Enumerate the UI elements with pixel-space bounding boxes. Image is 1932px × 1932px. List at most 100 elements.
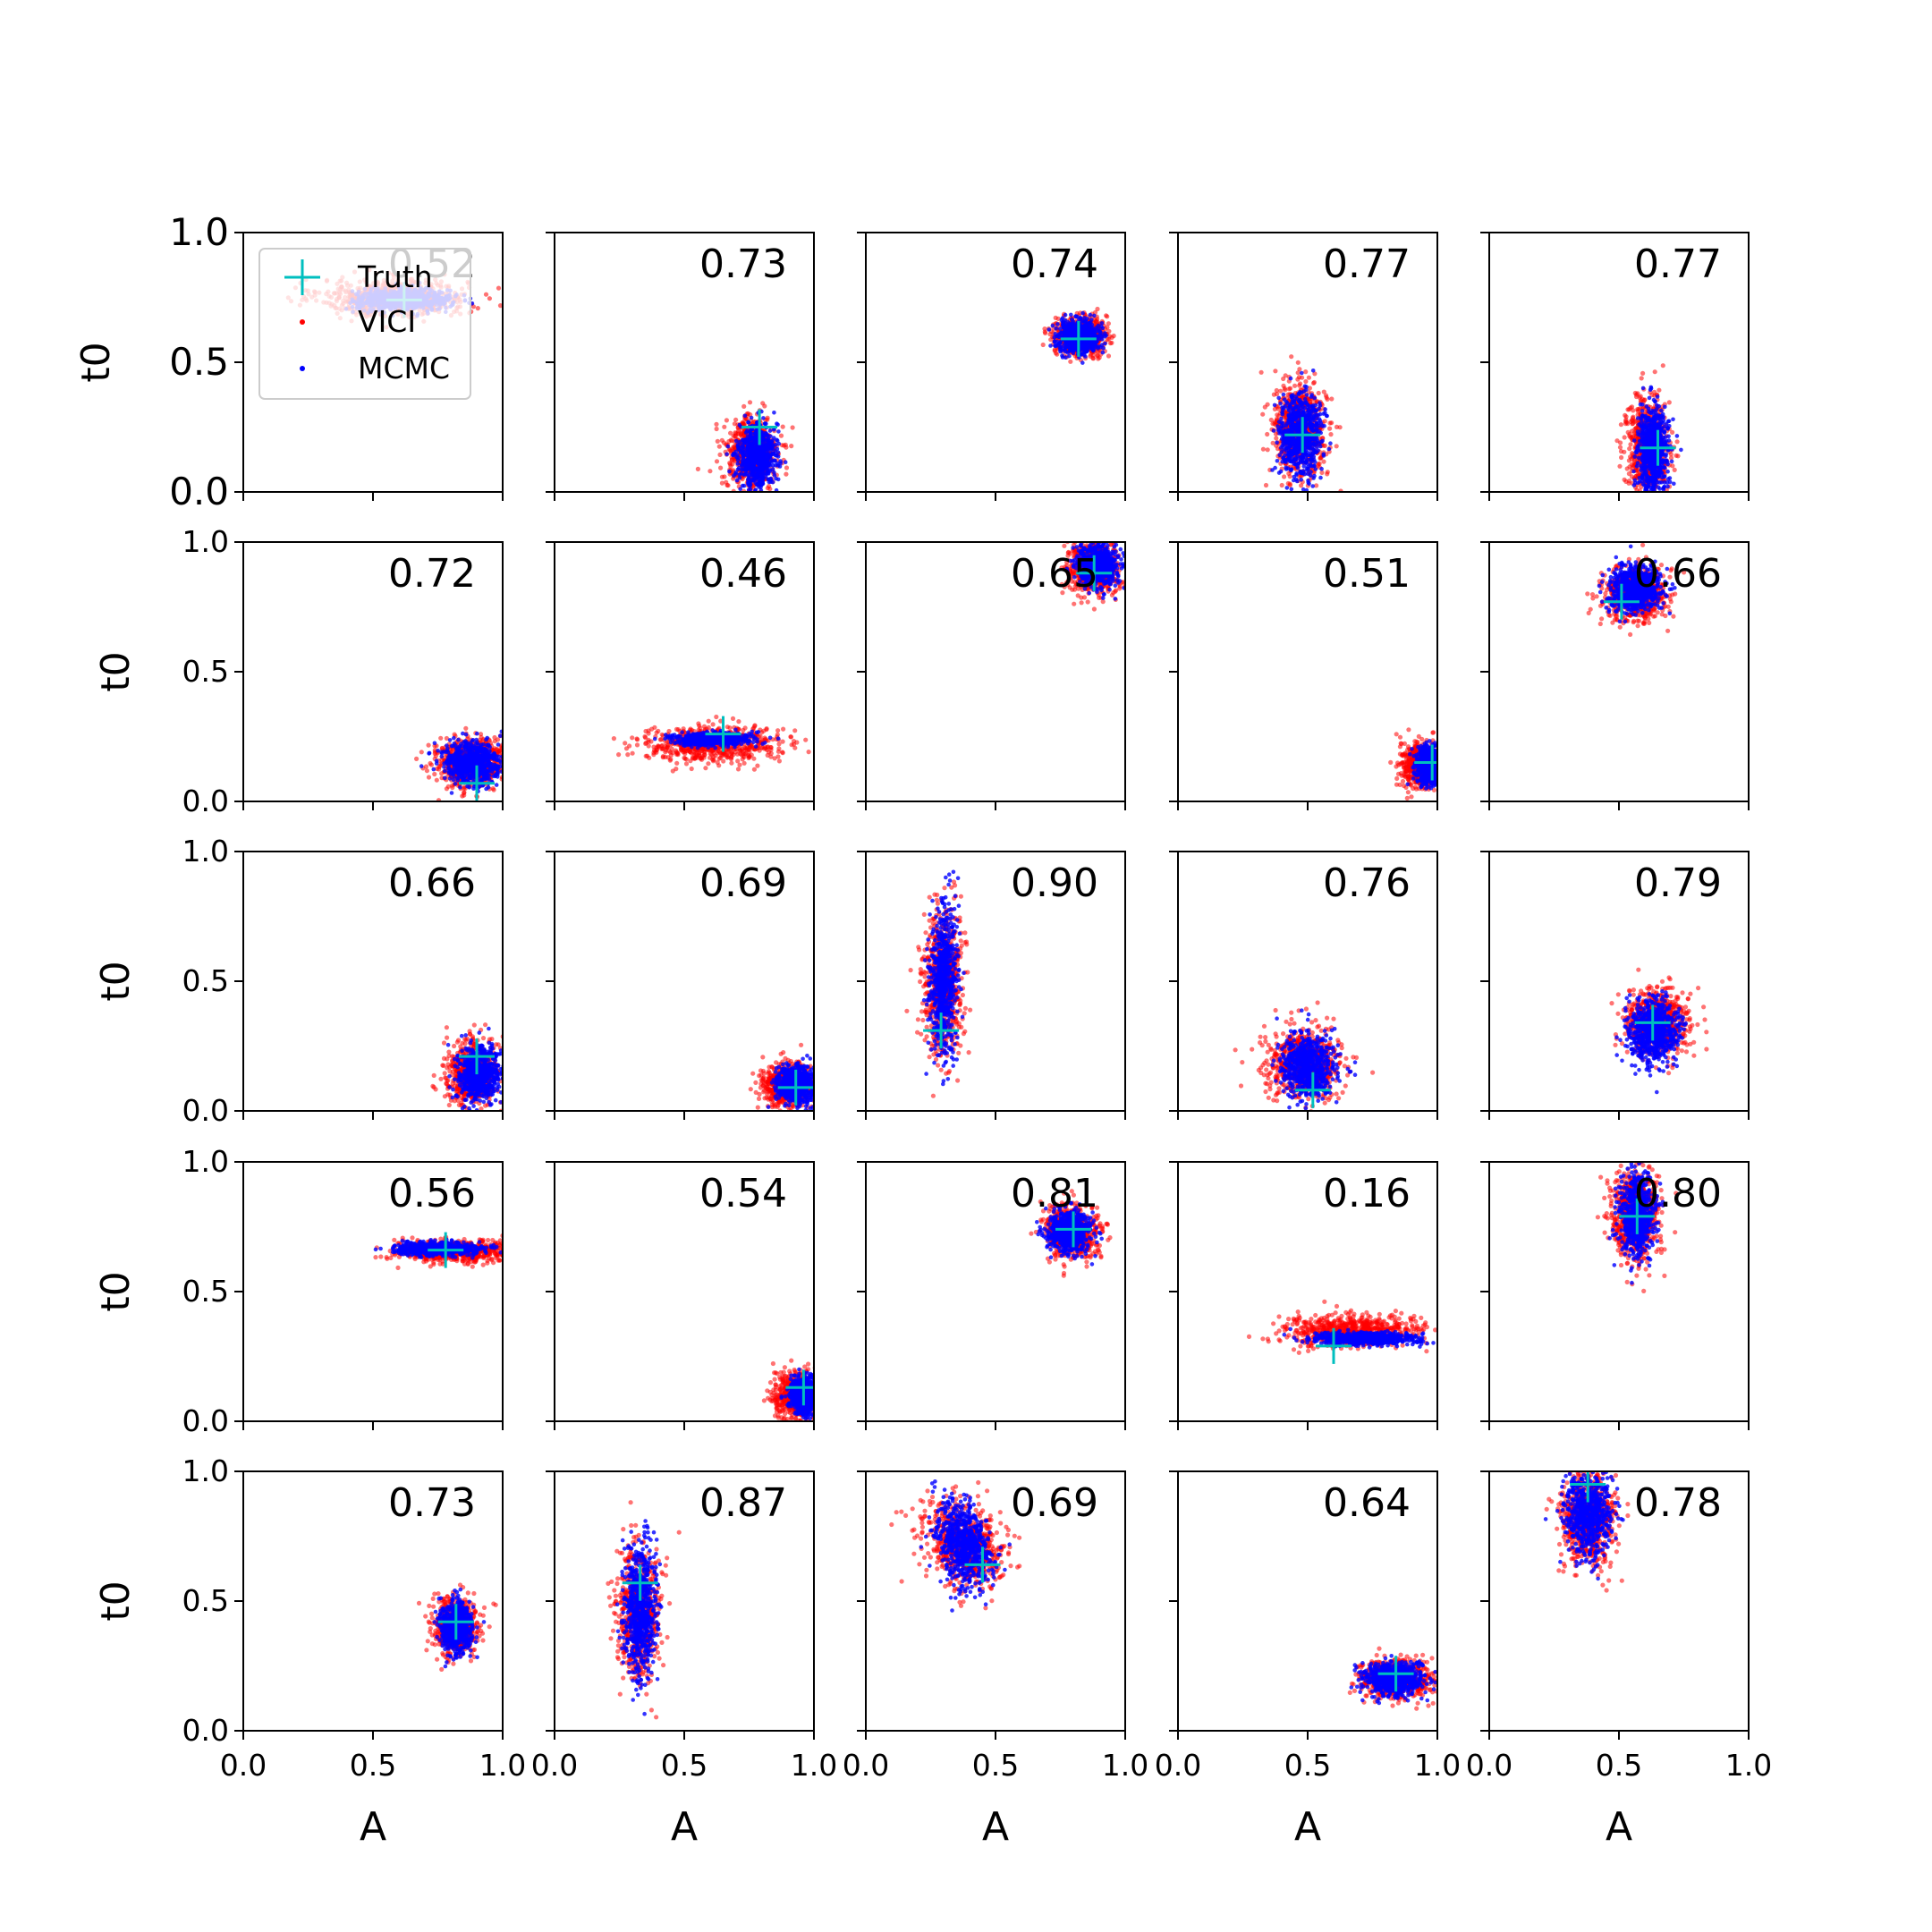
mcmc-point	[750, 445, 754, 450]
vici-point	[1109, 340, 1114, 345]
vici-point	[716, 444, 722, 449]
vici-point	[741, 403, 747, 409]
mcmc-point	[1053, 343, 1058, 349]
truth-marker	[1060, 320, 1097, 357]
vici-point	[731, 493, 735, 497]
mcmc-point	[772, 428, 776, 432]
vici-point	[784, 471, 789, 477]
vici-point	[1295, 360, 1301, 365]
mcmc-point	[1089, 328, 1095, 334]
scatter-area	[1258, 354, 1343, 492]
mcmc-point	[742, 462, 747, 466]
mcmc-point	[1072, 348, 1076, 353]
vici-point	[784, 465, 790, 470]
mcmc-point	[1088, 339, 1093, 344]
mcmc-point	[774, 487, 779, 492]
vici-point	[767, 483, 772, 489]
mcmc-point	[748, 458, 753, 463]
vici-point	[745, 495, 750, 499]
mcmc-point	[737, 476, 742, 480]
vici-point	[508, 288, 513, 292]
mcmc-point	[742, 450, 748, 454]
mcmc-point	[1063, 312, 1068, 318]
mcmc-point	[745, 445, 750, 450]
mcmc-point	[770, 442, 775, 447]
mcmc-point	[764, 458, 769, 463]
vici-point	[789, 444, 794, 449]
mcmc-point	[1055, 322, 1060, 326]
vici-point	[735, 496, 740, 501]
mcmc-point	[1069, 312, 1073, 318]
vici-point	[1258, 369, 1264, 375]
mcmc-point	[1066, 330, 1071, 335]
mcmc-point	[1081, 352, 1087, 358]
mcmc-point	[745, 461, 750, 465]
mcmc-point	[1067, 353, 1072, 359]
mcmc-point	[755, 481, 760, 487]
y-tick-label: 0.5	[169, 340, 229, 384]
vici-point	[1106, 336, 1112, 342]
vici-point	[740, 434, 745, 439]
vici-point	[722, 424, 727, 429]
mcmc-point	[1061, 324, 1066, 329]
mcmc-point	[1048, 343, 1053, 348]
vici-point	[1105, 314, 1110, 319]
mcmc-point	[742, 437, 748, 443]
vici-point	[1275, 404, 1281, 410]
mcmc-point	[1080, 360, 1085, 365]
mcmc-point	[744, 441, 750, 446]
mcmc-point	[1063, 349, 1068, 354]
vici-point	[1289, 354, 1294, 360]
vici-point	[1285, 392, 1291, 397]
mcmc-point	[741, 456, 746, 462]
vici-point	[1055, 352, 1060, 357]
vici-point	[1106, 321, 1111, 326]
mcmc-point	[741, 483, 747, 488]
mcmc-point	[755, 419, 759, 425]
mcmc-point	[1072, 323, 1077, 328]
vici-point	[1295, 370, 1301, 376]
vici-point	[1274, 387, 1279, 394]
mcmc-point	[747, 449, 752, 453]
vici-point	[1321, 389, 1326, 394]
vici-point	[733, 417, 739, 422]
truth-marker	[741, 409, 778, 445]
mcmc-point	[1090, 344, 1096, 349]
vici-point	[1314, 483, 1319, 488]
vici-point	[1327, 426, 1333, 431]
mcmc-point	[775, 446, 780, 452]
vici-point	[1263, 482, 1269, 488]
mcmc-point	[1089, 324, 1093, 328]
vici-point	[778, 433, 784, 438]
mcmc-point	[1055, 334, 1059, 339]
vici-point	[1043, 330, 1048, 335]
mcmc-point	[1080, 319, 1084, 325]
mcmc-point	[775, 450, 781, 455]
mcmc-point	[1300, 370, 1304, 376]
mcmc-point	[772, 411, 776, 415]
mcmc-point	[1061, 346, 1066, 352]
y-axis-label: t0	[73, 342, 119, 382]
vici-point	[719, 480, 725, 486]
vici-point	[1092, 309, 1098, 315]
mcmc-point	[1060, 316, 1065, 321]
vici-point	[1095, 352, 1100, 358]
y-tick-label: 1.0	[169, 210, 229, 254]
vici-point	[475, 306, 480, 311]
vici-point	[718, 465, 724, 470]
mcmc-point	[776, 429, 781, 434]
mcmc-point	[1061, 320, 1065, 325]
vici-point	[1316, 390, 1321, 396]
vici-point	[1297, 367, 1302, 372]
mcmc-point	[1071, 343, 1075, 349]
legend-label: Truth	[357, 259, 433, 294]
mcmc-point	[1080, 310, 1085, 316]
mcmc-point	[755, 472, 759, 478]
vici-point	[726, 438, 732, 445]
mcmc-point	[1061, 330, 1065, 335]
mcmc-point	[766, 433, 770, 438]
vici-point	[1303, 369, 1309, 375]
mcmc-point	[767, 479, 772, 485]
mcmc-point	[1072, 331, 1077, 336]
